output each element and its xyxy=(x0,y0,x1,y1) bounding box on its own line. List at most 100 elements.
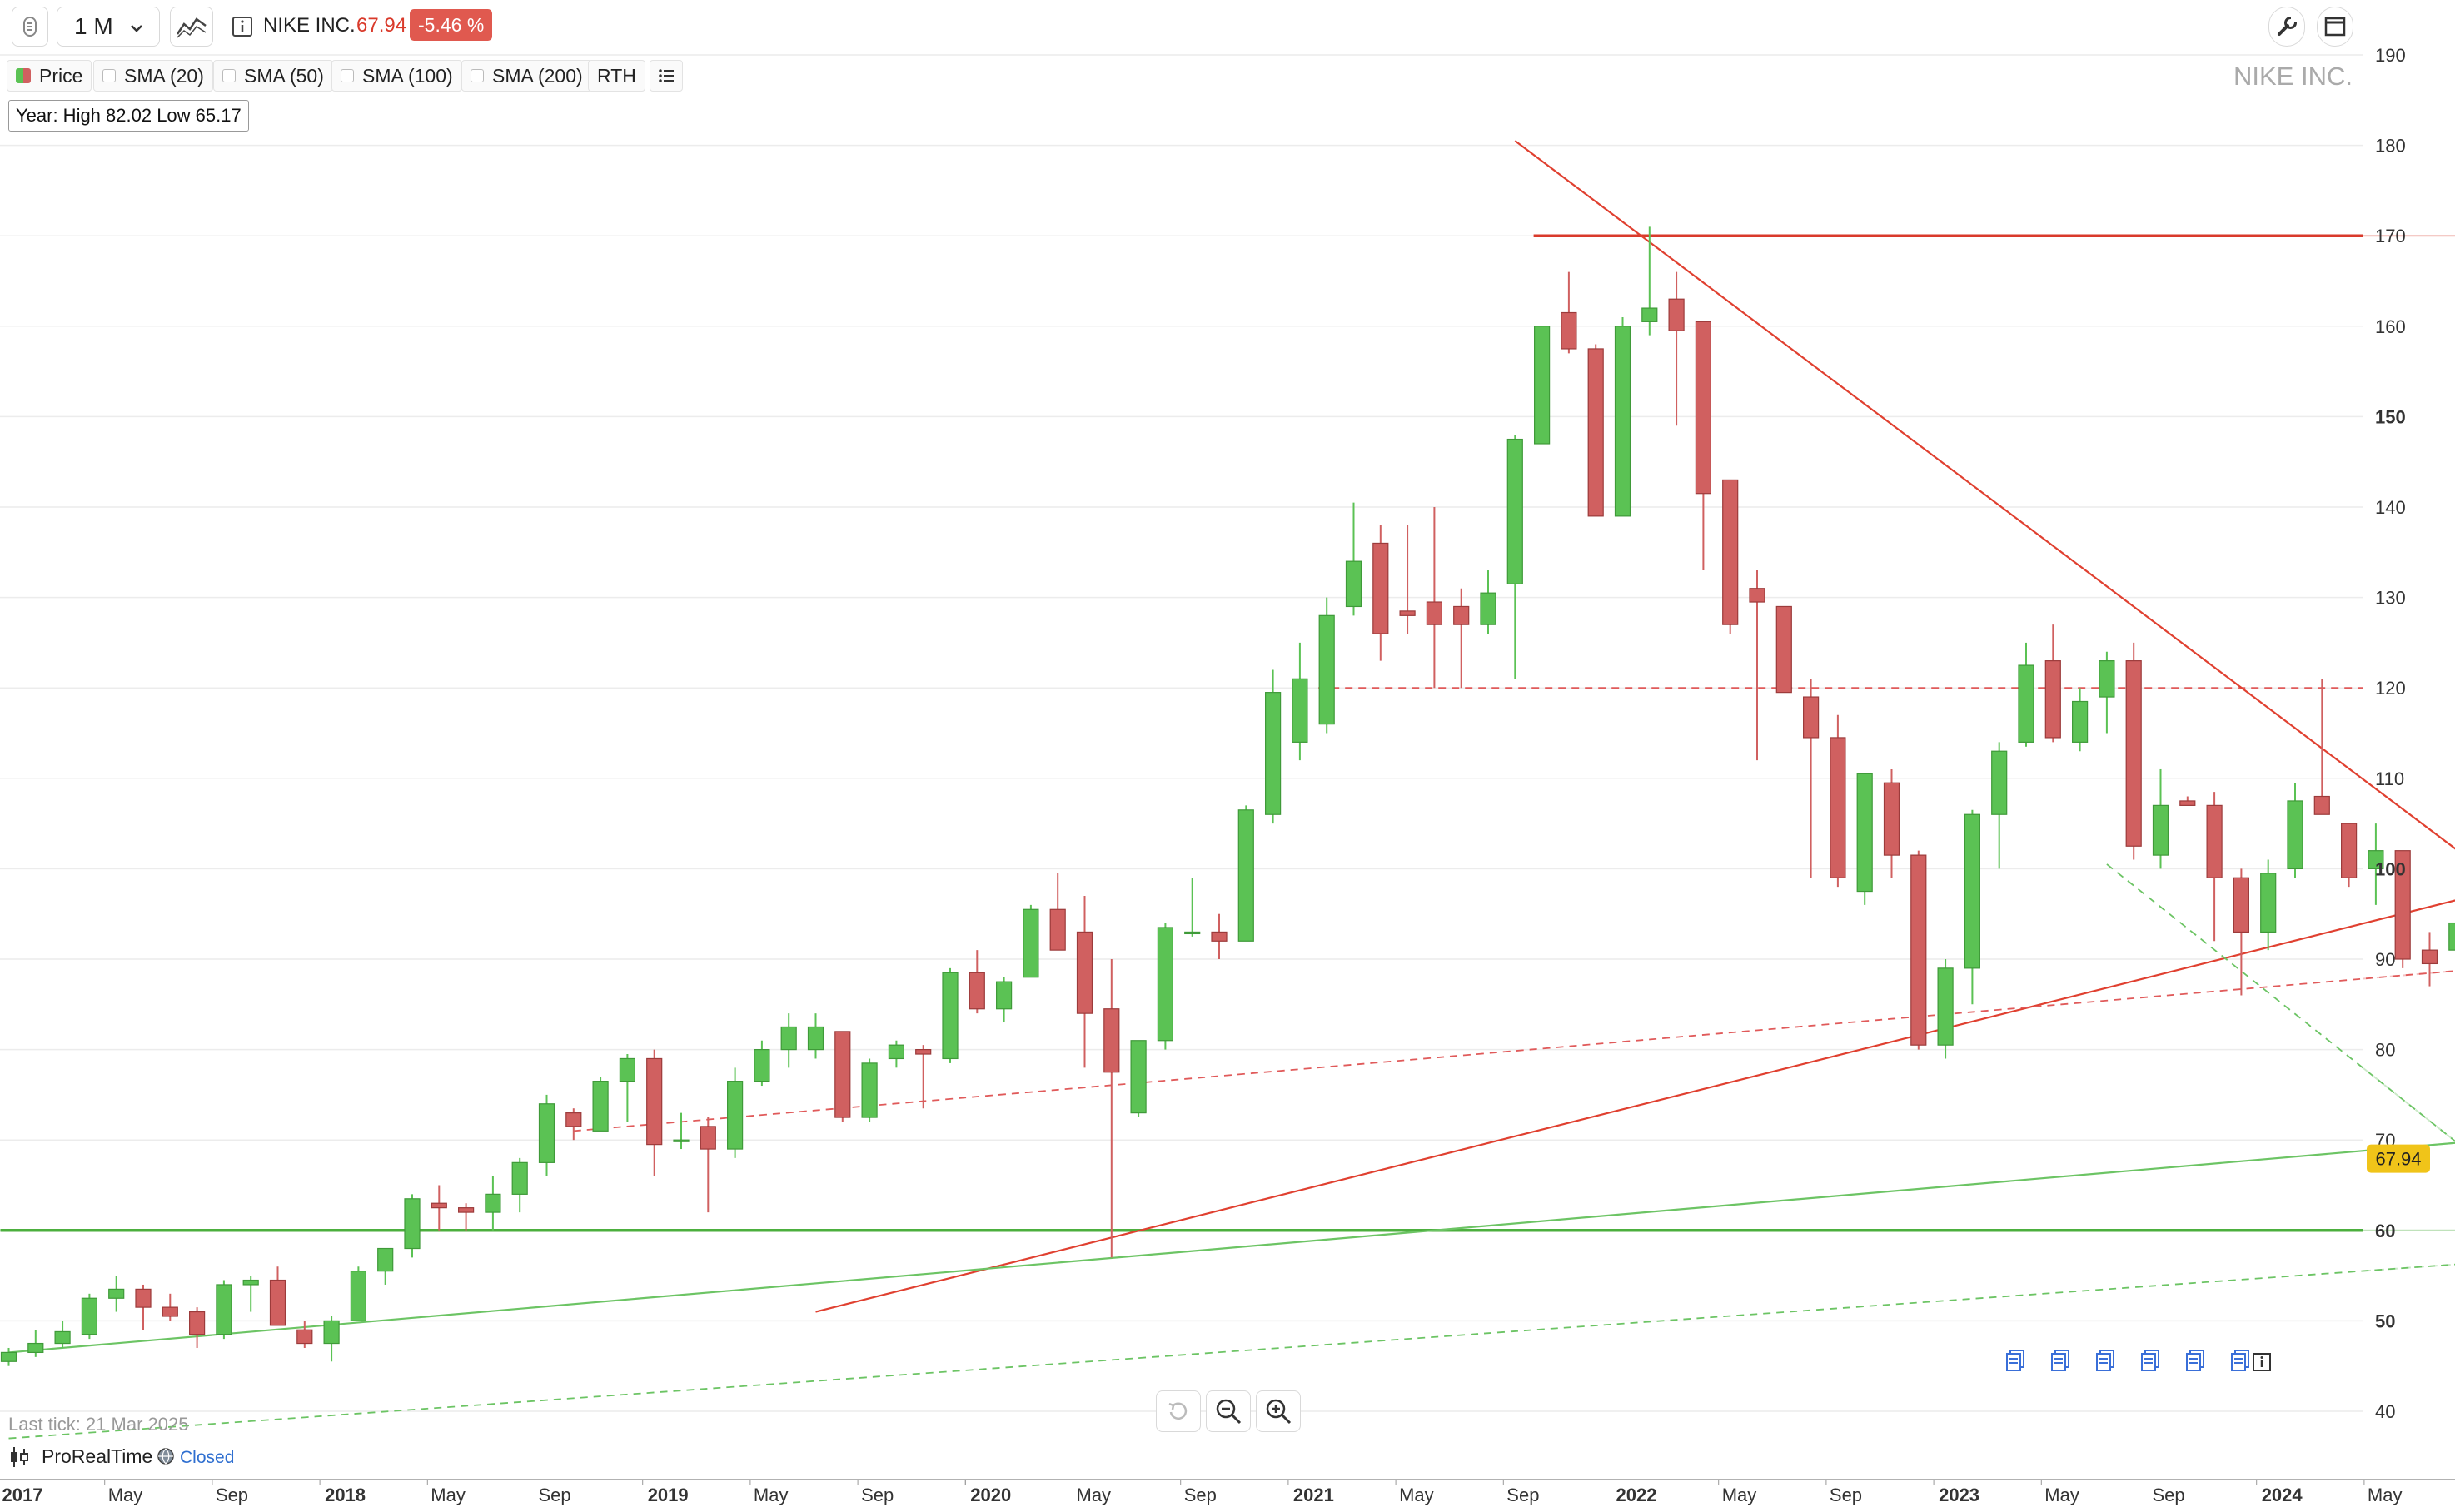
candle-body xyxy=(431,1202,447,1209)
candle-body xyxy=(54,1330,71,1345)
year-range-box: Year: High 82.02 Low 65.17 xyxy=(8,100,249,132)
candle-body xyxy=(1130,1040,1147,1114)
candle-body xyxy=(1587,348,1604,517)
undo-zoom-button[interactable] xyxy=(1156,1390,1201,1432)
candle-body xyxy=(807,1026,824,1051)
candle-body xyxy=(0,1351,17,1362)
chart-style-button[interactable] xyxy=(170,7,213,47)
legend-sma-200[interactable]: SMA (200) xyxy=(461,60,592,92)
checkbox xyxy=(341,69,354,82)
candle-body xyxy=(1049,908,1066,951)
trend-line xyxy=(815,899,2455,1313)
list-icon xyxy=(659,69,674,82)
candle-body xyxy=(1426,601,1443,625)
candle-body xyxy=(2179,800,2196,806)
candle-body xyxy=(511,1161,528,1195)
candle-body xyxy=(2152,804,2169,856)
zoom-in-button[interactable] xyxy=(1256,1390,1301,1432)
legend-options-button[interactable] xyxy=(650,60,683,92)
news-icons xyxy=(2005,1349,2280,1379)
candle-body xyxy=(485,1193,501,1213)
candle-body xyxy=(1157,927,1174,1042)
legend-sma-50[interactable]: SMA (50) xyxy=(213,60,333,92)
y-tick-label: 180 xyxy=(2375,136,2406,157)
candle-body xyxy=(457,1207,475,1213)
legend-sma-100[interactable]: SMA (100) xyxy=(331,60,462,92)
candle-body xyxy=(1775,605,1792,694)
candlestick-icon xyxy=(11,1447,28,1467)
candle-body xyxy=(296,1329,313,1345)
info-icon[interactable] xyxy=(2252,1352,2272,1372)
trend-line xyxy=(1514,140,2455,850)
y-tick-label: 40 xyxy=(2375,1401,2395,1422)
candle-body xyxy=(1991,750,2008,815)
document-icon[interactable] xyxy=(2050,1349,2072,1372)
legend-price[interactable]: Price xyxy=(7,60,92,92)
x-tick-label: May xyxy=(1077,1485,1112,1505)
candle-body xyxy=(1345,560,1362,608)
trend-line xyxy=(2106,863,2455,1142)
last-price-tag xyxy=(2367,1144,2430,1173)
legend-sma-20[interactable]: SMA (20) xyxy=(93,60,213,92)
settings-button[interactable] xyxy=(2268,7,2305,47)
change-badge: -5.46 % xyxy=(410,9,493,41)
x-tick-label: May xyxy=(754,1485,789,1505)
candle-body xyxy=(2044,660,2061,739)
y-tick-label: 50 xyxy=(2375,1311,2395,1331)
legend-price-label: Price xyxy=(39,64,83,87)
candle-body xyxy=(2233,877,2249,933)
candle-body xyxy=(1533,326,1551,445)
candle-body xyxy=(2394,850,2411,960)
price-swatch xyxy=(16,68,31,83)
x-tick-label: May xyxy=(108,1485,143,1505)
candle-body xyxy=(1023,908,1039,978)
candle-body xyxy=(1803,696,1820,739)
x-tick-label: May xyxy=(431,1485,466,1505)
candle-body xyxy=(1937,967,1954,1046)
candle-body xyxy=(726,1081,744,1150)
zoom-in-icon xyxy=(1266,1399,1292,1425)
chart-style-icon xyxy=(176,17,207,38)
document-icon[interactable] xyxy=(2095,1349,2117,1372)
legend-sma-label: SMA (20) xyxy=(124,64,204,87)
candle-body xyxy=(1614,326,1631,517)
document-icon[interactable] xyxy=(2185,1349,2207,1372)
candle-body xyxy=(780,1026,797,1051)
legend-rth-label: RTH xyxy=(597,64,636,87)
document-icon[interactable] xyxy=(2140,1349,2162,1372)
legend-sma-label: SMA (200) xyxy=(492,64,583,87)
stack-button[interactable] xyxy=(12,7,48,47)
candle-body xyxy=(565,1112,582,1127)
document-icon[interactable] xyxy=(2005,1349,2027,1372)
x-tick-label: Sep xyxy=(2153,1485,2185,1505)
candle-body xyxy=(350,1271,366,1322)
candle-body xyxy=(2341,823,2358,878)
x-tick-label: 2024 xyxy=(2262,1485,2303,1505)
candle-body xyxy=(1749,588,1765,603)
x-tick-label: 2020 xyxy=(970,1485,1011,1505)
candle-body xyxy=(2125,660,2142,847)
window-icon xyxy=(2324,17,2346,37)
candle-body xyxy=(1076,931,1093,1014)
document-icon[interactable] xyxy=(2230,1349,2252,1372)
zoom-out-button[interactable] xyxy=(1206,1390,1251,1432)
x-tick-label: 2019 xyxy=(648,1485,689,1505)
timeframe-select[interactable]: 1 M xyxy=(57,7,160,47)
trend-line-extension xyxy=(2363,1141,2455,1152)
candle-body xyxy=(377,1247,394,1272)
candle-body xyxy=(1372,542,1389,634)
candle-body xyxy=(700,1126,716,1150)
candle-body xyxy=(1211,931,1228,942)
legend-rth[interactable]: RTH xyxy=(588,60,645,92)
candle-body xyxy=(1399,610,1416,616)
x-tick-label: Sep xyxy=(861,1485,894,1505)
candle-body xyxy=(2287,800,2303,870)
candle-body xyxy=(942,972,959,1060)
candle-body xyxy=(619,1057,636,1082)
x-tick-label: Sep xyxy=(1506,1485,1539,1505)
info-icon[interactable] xyxy=(232,16,253,37)
candle-body xyxy=(834,1031,851,1118)
window-button[interactable] xyxy=(2317,7,2353,47)
